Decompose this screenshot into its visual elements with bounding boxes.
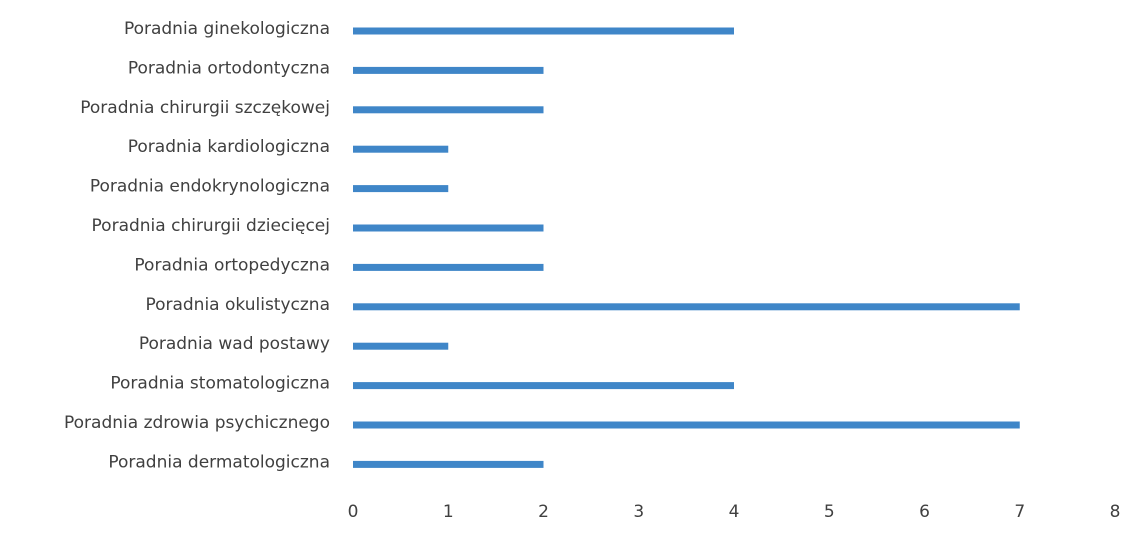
category-label-0: Poradnia ginekologiczna xyxy=(124,19,330,39)
category-label-9: Poradnia stomatologiczna xyxy=(110,374,330,394)
bar-1 xyxy=(353,66,544,74)
category-label-7: Poradnia okulistyczna xyxy=(145,295,330,315)
bar-0 xyxy=(353,27,734,35)
x-tick-label-6: 6 xyxy=(919,502,930,522)
bar-11 xyxy=(353,460,544,468)
category-label-10: Poradnia zdrowia psychicznego xyxy=(64,413,330,433)
bar-10 xyxy=(353,421,1020,429)
category-label-2: Poradnia chirurgii szczękowej xyxy=(80,98,330,118)
bar-7 xyxy=(353,303,1020,311)
category-label-4: Poradnia endokrynologiczna xyxy=(90,177,330,197)
bar-5 xyxy=(353,224,544,232)
bar-6 xyxy=(353,263,544,271)
category-label-11: Poradnia dermatologiczna xyxy=(108,452,330,472)
x-tick-label-7: 7 xyxy=(1014,502,1025,522)
bar-3 xyxy=(353,145,449,153)
x-tick-label-5: 5 xyxy=(824,502,835,522)
x-tick-label-0: 0 xyxy=(348,502,359,522)
x-tick-label-2: 2 xyxy=(538,502,549,522)
category-label-6: Poradnia ortopedyczna xyxy=(134,255,330,275)
bar-2 xyxy=(353,106,544,114)
bar-4 xyxy=(353,185,449,193)
x-tick-label-1: 1 xyxy=(443,502,454,522)
category-label-3: Poradnia kardiologiczna xyxy=(128,137,330,157)
category-label-8: Poradnia wad postawy xyxy=(139,334,330,354)
bar-8 xyxy=(353,342,449,350)
x-tick-label-3: 3 xyxy=(633,502,644,522)
x-tick-label-4: 4 xyxy=(729,502,740,522)
bar-9 xyxy=(353,382,734,390)
bars-group xyxy=(353,27,1020,468)
x-tick-label-8: 8 xyxy=(1110,502,1121,522)
category-labels-group: Poradnia ginekologiczna Poradnia ortodont… xyxy=(64,19,330,472)
category-label-5: Poradnia chirurgii dziecięcej xyxy=(92,216,330,236)
x-tick-labels-group: 0 1 2 3 4 5 6 7 8 xyxy=(348,502,1121,522)
category-label-1: Poradnia ortodontyczna xyxy=(128,58,330,78)
